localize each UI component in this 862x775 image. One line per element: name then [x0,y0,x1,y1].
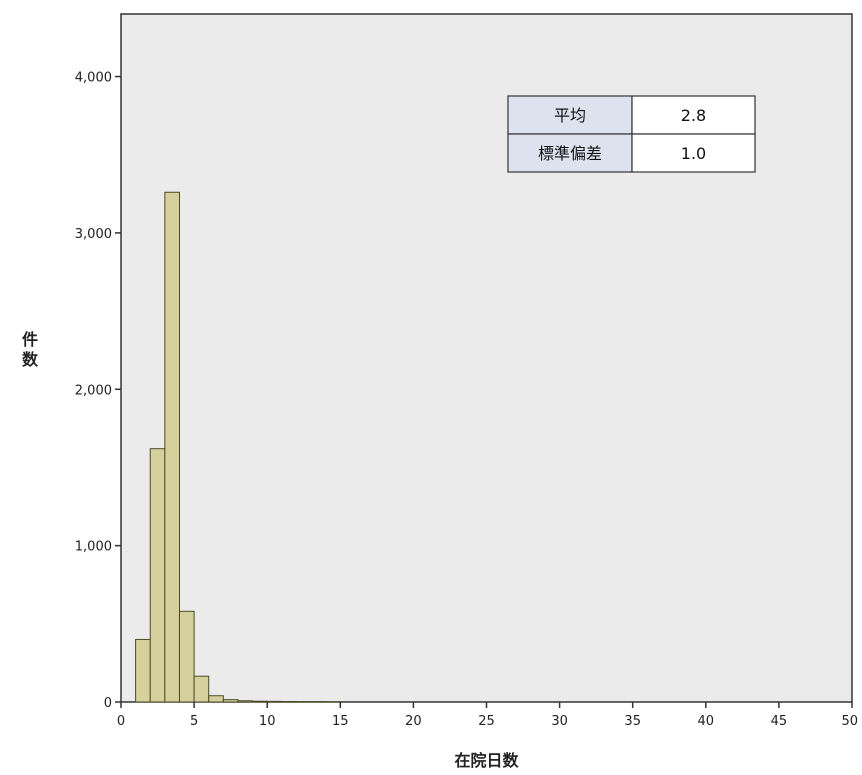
stats-value-cell [631,133,756,173]
y-axis-title: 件数 [22,330,39,369]
histogram-bar [164,191,180,703]
y-axis-title-char: 件 [22,330,38,349]
y-tick-label: 2,000 [75,383,112,398]
stats-value-mean: 2.8 [681,106,706,125]
histogram-bar [222,699,239,703]
y-tick-label: 3,000 [75,227,112,242]
x-tick-label: 0 [117,714,125,729]
histogram-bar [266,700,283,703]
histogram-bar [149,448,166,703]
x-tick-label: 50 [841,714,858,729]
x-axis-title: 在院日数 [454,751,519,770]
histogram-bar [252,700,268,703]
x-tick-label: 5 [190,714,198,729]
stats-label-mean: 平均 [554,106,586,125]
stats-table: 平均 2.8 標準偏差 1.0 [507,95,756,173]
histogram-bar [237,700,254,703]
stats-value-std: 1.0 [681,144,706,163]
x-tick-label: 25 [478,714,495,729]
x-tick-label: 35 [624,714,641,729]
stats-label-cell [507,95,633,135]
y-tick-label: 1,000 [75,540,112,555]
histogram-bar [178,610,195,703]
y-tick-label: 0 [104,696,112,711]
stats-value-cell [631,95,756,135]
x-tick-label: 30 [551,714,568,729]
stats-label-std: 標準偏差 [538,144,602,163]
bars-group [135,191,341,703]
histogram-bar [135,638,151,703]
y-axis-title-char: 数 [22,350,39,369]
x-tick-label: 10 [259,714,276,729]
y-tick-label: 4,000 [75,71,112,86]
x-tick-label: 40 [698,714,715,729]
histogram-bar [208,695,224,703]
y-axis: 0 1,000 2,000 3,000 4,000 [75,71,121,711]
x-tick-label: 20 [405,714,422,729]
histogram-bar [193,675,210,703]
x-axis: 0 5 10 15 20 25 30 35 40 45 50 [117,702,858,729]
x-tick-label: 15 [332,714,349,729]
stats-label-cell [507,133,633,173]
x-tick-label: 45 [771,714,788,729]
